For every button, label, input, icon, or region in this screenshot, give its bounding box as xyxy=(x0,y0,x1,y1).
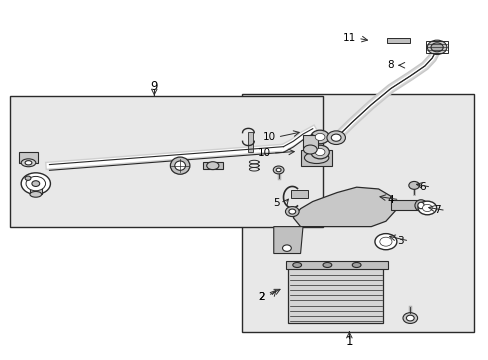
Ellipse shape xyxy=(374,234,396,250)
Ellipse shape xyxy=(417,201,436,215)
Bar xyxy=(300,149,331,166)
Ellipse shape xyxy=(25,161,32,165)
Text: 10: 10 xyxy=(262,132,275,142)
Text: 3: 3 xyxy=(396,236,403,246)
Text: 10: 10 xyxy=(257,148,270,158)
Ellipse shape xyxy=(304,152,328,163)
Ellipse shape xyxy=(25,176,31,180)
Ellipse shape xyxy=(310,145,329,159)
Bar xyxy=(203,162,222,169)
Text: 9: 9 xyxy=(150,80,158,93)
Ellipse shape xyxy=(323,262,331,267)
Ellipse shape xyxy=(310,130,329,144)
Ellipse shape xyxy=(303,145,317,154)
Ellipse shape xyxy=(315,148,325,156)
Ellipse shape xyxy=(417,202,423,209)
Ellipse shape xyxy=(292,262,301,267)
Bar xyxy=(303,135,317,149)
Ellipse shape xyxy=(402,313,417,323)
Ellipse shape xyxy=(32,181,40,186)
Ellipse shape xyxy=(315,134,325,140)
Bar xyxy=(426,41,447,53)
Text: 2: 2 xyxy=(258,292,264,302)
Ellipse shape xyxy=(170,157,189,174)
Ellipse shape xyxy=(414,200,426,211)
Ellipse shape xyxy=(427,40,446,54)
Ellipse shape xyxy=(282,245,291,251)
Bar xyxy=(390,201,419,211)
Ellipse shape xyxy=(422,204,431,212)
Text: 8: 8 xyxy=(386,60,393,70)
Ellipse shape xyxy=(26,176,45,191)
Ellipse shape xyxy=(408,181,419,189)
Bar xyxy=(248,132,253,152)
Ellipse shape xyxy=(21,173,50,194)
Ellipse shape xyxy=(288,209,295,214)
Bar xyxy=(288,268,383,323)
Bar xyxy=(19,152,38,163)
Text: 11: 11 xyxy=(342,33,355,43)
Ellipse shape xyxy=(30,192,41,197)
Bar xyxy=(30,180,41,194)
Ellipse shape xyxy=(285,207,299,217)
Ellipse shape xyxy=(406,315,413,321)
Ellipse shape xyxy=(351,262,360,267)
Ellipse shape xyxy=(430,43,442,52)
Ellipse shape xyxy=(206,162,219,170)
Ellipse shape xyxy=(21,159,36,167)
Bar xyxy=(242,94,473,332)
Text: 6: 6 xyxy=(418,182,425,192)
Bar xyxy=(10,96,322,226)
Polygon shape xyxy=(273,226,303,253)
Text: 4: 4 xyxy=(386,195,393,205)
Text: 5: 5 xyxy=(272,198,279,208)
Ellipse shape xyxy=(379,237,391,246)
Bar xyxy=(290,190,307,198)
Text: 7: 7 xyxy=(433,206,440,216)
Text: 1: 1 xyxy=(345,335,352,348)
Bar xyxy=(285,261,387,269)
Ellipse shape xyxy=(326,131,345,144)
Bar xyxy=(386,38,409,43)
Ellipse shape xyxy=(273,166,284,174)
Polygon shape xyxy=(293,187,395,226)
Text: 2: 2 xyxy=(258,292,264,302)
Ellipse shape xyxy=(276,168,281,172)
Ellipse shape xyxy=(174,161,185,170)
Ellipse shape xyxy=(330,134,340,141)
